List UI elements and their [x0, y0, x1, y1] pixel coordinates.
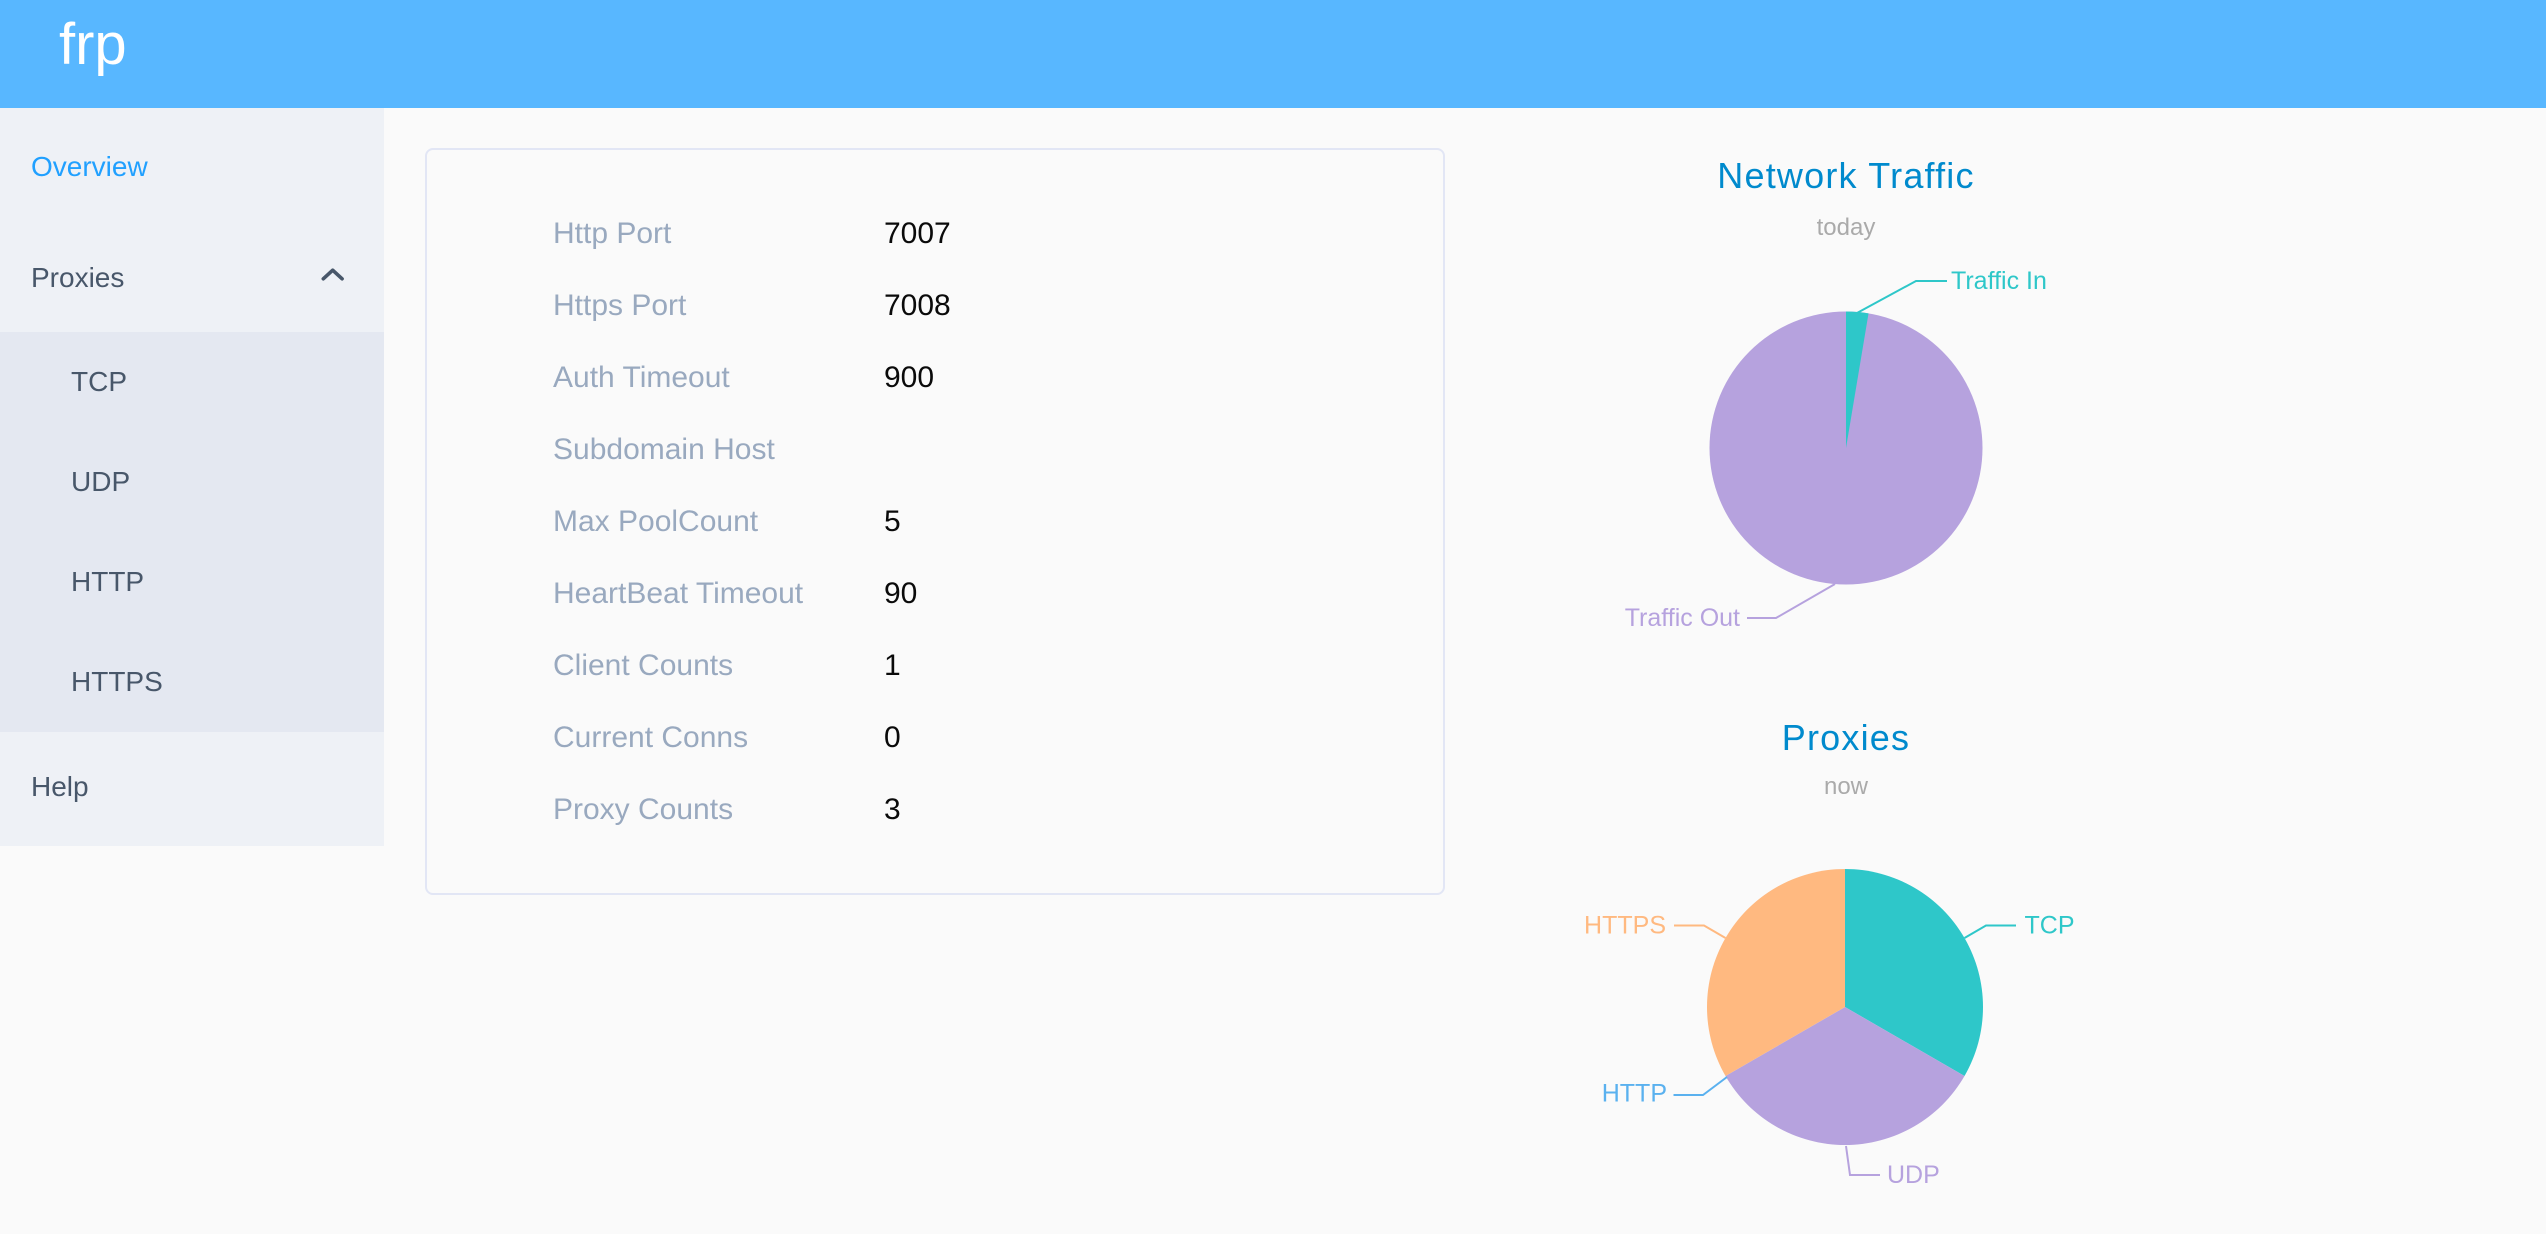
svg-text:TCP: TCP [2025, 912, 2075, 940]
svg-text:now: now [1824, 773, 1869, 800]
svg-text:today: today [1817, 214, 1876, 241]
svg-text:HTTP: HTTP [1602, 1080, 1667, 1108]
svg-text:Network Traffic: Network Traffic [1717, 155, 1974, 196]
svg-text:UDP: UDP [1887, 1161, 1940, 1189]
svg-text:HTTPS: HTTPS [1584, 912, 1666, 940]
svg-text:Traffic In: Traffic In [1951, 267, 2047, 295]
svg-text:Proxies: Proxies [1782, 717, 1910, 758]
svg-text:Traffic Out: Traffic Out [1625, 604, 1740, 632]
